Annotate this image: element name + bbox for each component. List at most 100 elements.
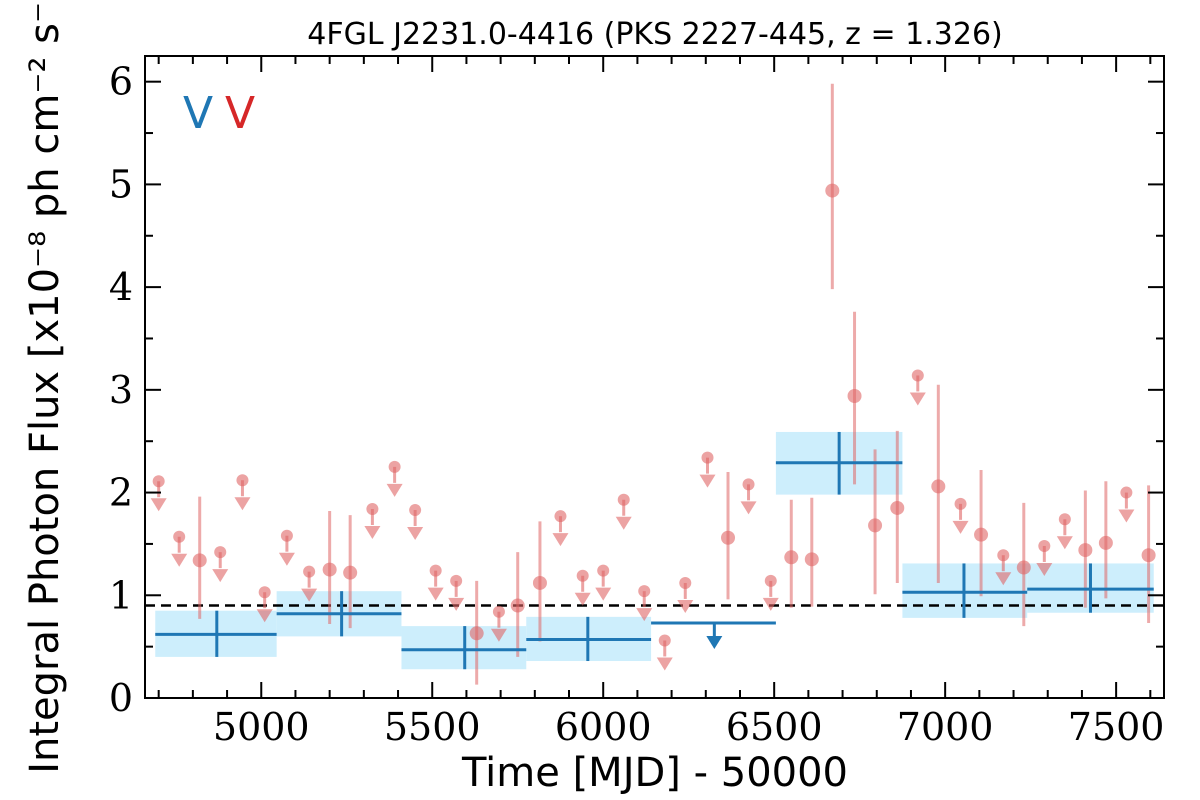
ul-point-20 — [576, 569, 589, 582]
plot-frame — [144, 55, 1165, 699]
data-point-47 — [1141, 548, 1156, 563]
chart-title: 4FGL J2231.0-4416 (PKS 2227-445, z = 1.3… — [307, 17, 1002, 52]
x-tick-label: 5000 — [213, 705, 310, 749]
ul-arrow-22 — [615, 516, 632, 530]
ul-point-4 — [236, 474, 249, 487]
ul-point-5 — [258, 586, 271, 599]
x-axis-title: Time [MJD] - 50000 — [461, 750, 848, 796]
x-tick-label: 5500 — [384, 705, 481, 749]
ul-arrow-23 — [636, 608, 653, 622]
x-tick-label: 6500 — [726, 705, 823, 749]
data-point-9 — [343, 565, 358, 580]
ul-arrow-26 — [699, 474, 716, 488]
ul-point-23 — [638, 585, 651, 598]
ul-arrow-5 — [256, 609, 273, 623]
data-point-45 — [1098, 535, 1113, 550]
data-point-27 — [721, 530, 736, 545]
y-tick-label: 4 — [109, 265, 133, 309]
ul-arrow-40 — [995, 572, 1012, 586]
legend-entry-0: V — [183, 88, 213, 139]
ul-arrow-16 — [490, 628, 507, 642]
ul-arrow-46 — [1118, 509, 1135, 523]
data-point-33 — [847, 389, 862, 404]
y-axis-title: Integral Photon Flux [x10⁻⁸ ph cm⁻² s⁻¹] — [22, 0, 68, 774]
axes: 5000 5500 6000 6500 7000 7500 0 1 2 3 4 5 6 — [109, 55, 1165, 749]
data-point-2 — [192, 553, 207, 568]
data-point-30 — [784, 550, 799, 565]
ul-point-21 — [597, 564, 610, 577]
x-tick-label: 6000 — [555, 705, 652, 749]
data-point-37 — [931, 479, 946, 494]
ul-arrow-3 — [212, 569, 229, 583]
ul-point-38 — [954, 497, 967, 510]
ul-point-22 — [617, 493, 630, 506]
ul-point-40 — [997, 549, 1010, 562]
data-point-34 — [868, 518, 883, 533]
ul-point-29 — [764, 574, 777, 587]
ul-arrow-14 — [448, 597, 465, 611]
ul-point-43 — [1058, 513, 1071, 526]
ul-arrow-12 — [407, 527, 424, 541]
ul-point-14 — [450, 574, 463, 587]
ul-arrow-29 — [762, 597, 779, 611]
data-point-17 — [510, 598, 525, 613]
ul-arrow-36 — [909, 392, 926, 406]
ul-arrow-20 — [574, 592, 591, 606]
ul-arrow-28 — [740, 501, 757, 515]
x-tick-label: 7500 — [1068, 705, 1165, 749]
bin-ul-arrow-4 — [706, 636, 723, 650]
ul-arrow-10 — [364, 525, 381, 539]
ul-point-0 — [152, 475, 165, 488]
ul-arrow-38 — [952, 520, 969, 534]
ul-point-46 — [1120, 486, 1133, 499]
legend-entry-1: V — [225, 88, 255, 139]
ul-point-36 — [911, 369, 924, 382]
plot-area — [145, 83, 1164, 685]
ul-arrow-24 — [656, 657, 673, 671]
ul-arrow-0 — [150, 498, 167, 512]
ul-point-42 — [1038, 539, 1051, 552]
ul-arrow-21 — [595, 587, 612, 601]
ul-arrow-43 — [1056, 536, 1073, 550]
y-tick-label: 6 — [109, 60, 133, 104]
data-point-8 — [322, 562, 337, 577]
data-point-32 — [825, 183, 840, 198]
data-point-41 — [1016, 560, 1031, 575]
ul-point-7 — [303, 565, 316, 578]
ul-point-3 — [214, 546, 227, 559]
ul-arrow-1 — [171, 553, 188, 567]
y-tick-label: 2 — [109, 471, 133, 515]
ul-arrow-13 — [427, 587, 444, 601]
ul-point-6 — [280, 529, 293, 542]
data-point-18 — [532, 575, 547, 590]
ul-point-26 — [701, 451, 714, 464]
y-tick-label: 0 — [109, 676, 133, 720]
x-tick-label: 7000 — [897, 705, 994, 749]
data-point-15 — [469, 626, 484, 641]
y-tick-label: 5 — [109, 162, 133, 206]
data-point-31 — [804, 552, 819, 567]
y-tick-label: 1 — [109, 573, 133, 617]
ul-arrow-19 — [552, 533, 569, 547]
ul-arrow-6 — [278, 552, 295, 566]
ul-point-10 — [366, 502, 379, 515]
ul-point-13 — [429, 564, 442, 577]
ul-arrow-4 — [234, 497, 251, 511]
ul-point-16 — [492, 605, 505, 618]
ul-arrow-42 — [1036, 562, 1053, 576]
ul-point-19 — [554, 510, 567, 523]
ul-point-1 — [173, 530, 186, 543]
ul-point-24 — [658, 634, 671, 647]
data-point-39 — [974, 527, 989, 542]
ul-point-12 — [409, 504, 422, 517]
ul-point-25 — [679, 576, 692, 589]
y-tick-label: 3 — [109, 368, 133, 412]
ul-arrow-7 — [301, 588, 318, 602]
ul-arrow-25 — [677, 599, 694, 613]
ul-arrow-11 — [386, 483, 403, 497]
ul-point-28 — [742, 478, 755, 491]
data-point-35 — [890, 500, 905, 515]
ul-point-11 — [388, 460, 401, 473]
